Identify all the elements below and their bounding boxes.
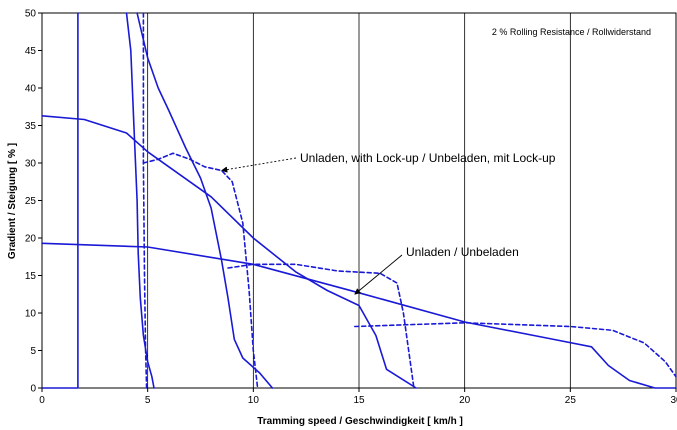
solid-curve-1 [125,12,155,389]
y-tick-label: 15 [25,271,37,282]
x-tick-label: 25 [565,395,577,406]
annotation-arrow [354,254,403,295]
solid-curve-2 [136,12,274,389]
y-tick-label: 30 [25,159,37,170]
x-tick-label: 0 [39,395,45,406]
series-group [41,12,677,389]
x-tick-label: 30 [670,395,677,406]
annotation-label: Unladen / Unbeladen [406,245,519,259]
tick-labels: 0 5 10 15 20 25 30 0 5 10 15 20 25 30 35 40 45 50 [25,9,677,407]
y-tick-label: 5 [30,346,36,357]
annotations: Unladen, with Lock-up / Unbeladen, mit L… [221,151,556,295]
y-tick-label: 35 [25,121,37,132]
x-axis-title: Tramming speed / Geschwindigkeit [ km/h … [257,416,463,427]
y-tick-label: 0 [30,384,36,395]
annotation-arrow [221,157,297,173]
y-axis-title: Gradient / Steigung [ % ] [7,143,18,259]
annotation-label: Unladen, with Lock-up / Unbeladen, mit L… [300,151,556,165]
solid-curve-3 [41,115,417,389]
x-tick-label: 20 [459,395,471,406]
dashed-curve-5 [142,12,148,389]
x-tick-label: 10 [248,395,260,406]
grid-lines [147,13,571,388]
rolling-resistance-note: 2 % Rolling Resistance / Rollwiderstand [492,27,651,37]
y-tick-label: 10 [25,309,37,320]
y-tick-label: 50 [25,9,37,20]
x-tick-label: 15 [353,395,365,406]
solid-curve-4 [41,242,677,389]
x-tick-label: 5 [145,395,151,406]
solid-curve-0 [41,12,79,389]
y-tick-label: 20 [25,234,37,245]
y-tick-label: 25 [25,196,37,207]
y-tick-label: 45 [25,46,37,57]
dashed-curve-7 [227,263,415,389]
y-tick-label: 40 [25,84,37,95]
